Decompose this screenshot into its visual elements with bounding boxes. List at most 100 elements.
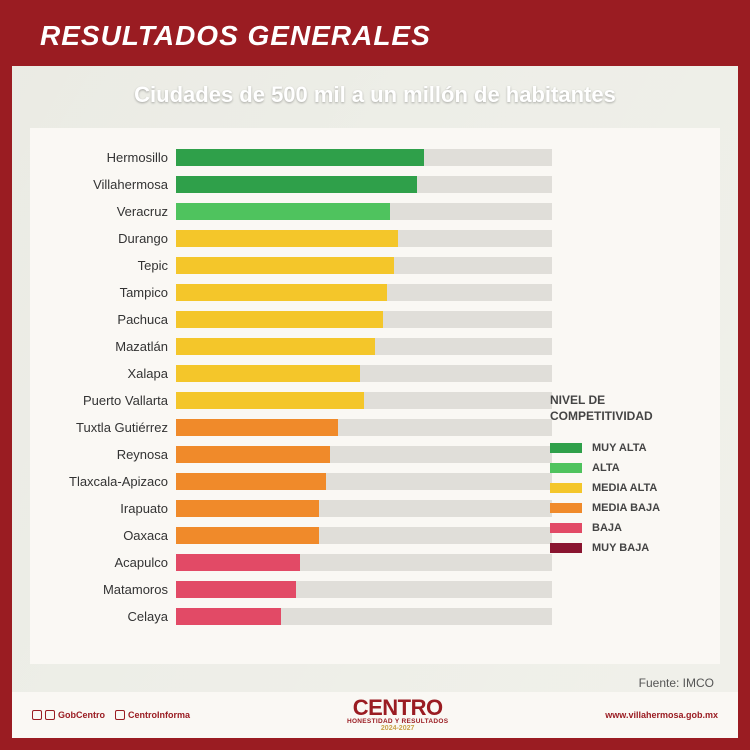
social-gobcentro: GobCentro — [32, 710, 105, 720]
legend: NIVEL DE COMPETITIVIDAD MUY ALTA ALTA MEDI… — [550, 393, 690, 562]
chart-row: Villahermosa — [48, 173, 702, 196]
chart-row: Hermosillo — [48, 146, 702, 169]
city-label: Tampico — [48, 285, 176, 300]
logo-main: CENTRO — [190, 698, 605, 718]
bar-track — [176, 419, 552, 436]
legend-label: MEDIA BAJA — [592, 502, 660, 514]
legend-item: BAJA — [550, 522, 690, 534]
city-label: Durango — [48, 231, 176, 246]
city-label: Irapuato — [48, 501, 176, 516]
bar-fill — [176, 446, 330, 463]
subtitle: Ciudades de 500 mil a un millón de habit… — [42, 82, 708, 108]
logo-sub: HONESTIDAD Y RESULTADOS — [190, 718, 605, 725]
footer-right: www.villahermosa.gob.mx — [605, 710, 718, 720]
city-label: Puerto Vallarta — [48, 393, 176, 408]
city-label: Hermosillo — [48, 150, 176, 165]
page-title: RESULTADOS GENERALES — [40, 20, 710, 52]
legend-items: MUY ALTA ALTA MEDIA ALTA MEDIA BAJA BAJA MUY … — [550, 442, 690, 554]
subtitle-band: Ciudades de 500 mil a un millón de habit… — [12, 66, 738, 128]
footer: GobCentro CentroInforma CENTRO HONESTIDA… — [12, 692, 738, 738]
bar-track — [176, 311, 552, 328]
bar-fill — [176, 608, 281, 625]
legend-swatch — [550, 503, 582, 513]
bar-fill — [176, 500, 319, 517]
bar-track — [176, 284, 552, 301]
infographic-frame: RESULTADOS GENERALES Ciudades de 500 mil… — [0, 0, 750, 750]
logo-years: 2024-2027 — [190, 725, 605, 732]
city-label: Veracruz — [48, 204, 176, 219]
bar-fill — [176, 284, 387, 301]
chart-row: Xalapa — [48, 362, 702, 385]
chart-row: Tampico — [48, 281, 702, 304]
city-label: Pachuca — [48, 312, 176, 327]
legend-item: MUY BAJA — [550, 542, 690, 554]
legend-title: NIVEL DE COMPETITIVIDAD — [550, 393, 690, 424]
legend-label: MEDIA ALTA — [592, 482, 657, 494]
legend-swatch — [550, 483, 582, 493]
bar-track — [176, 257, 552, 274]
bar-track — [176, 608, 552, 625]
bar-track — [176, 230, 552, 247]
bar-fill — [176, 392, 364, 409]
city-label: Reynosa — [48, 447, 176, 462]
bar-track — [176, 527, 552, 544]
bar-track — [176, 446, 552, 463]
facebook-icon — [32, 710, 42, 720]
social-centroinforma: CentroInforma — [115, 710, 190, 720]
city-label: Tepic — [48, 258, 176, 273]
bar-track — [176, 176, 552, 193]
bar-track — [176, 365, 552, 382]
bar-fill — [176, 149, 424, 166]
city-label: Mazatlán — [48, 339, 176, 354]
bar-fill — [176, 311, 383, 328]
city-label: Xalapa — [48, 366, 176, 381]
chart-row: Tepic — [48, 254, 702, 277]
footer-site: www.villahermosa.gob.mx — [605, 710, 718, 720]
content-panel: Hermosillo Villahermosa Veracruz Durango Tep… — [30, 128, 720, 664]
legend-label: MUY ALTA — [592, 442, 647, 454]
instagram-icon — [45, 710, 55, 720]
legend-swatch — [550, 543, 582, 553]
chart-row: Pachuca — [48, 308, 702, 331]
city-label: Matamoros — [48, 582, 176, 597]
footer-left: GobCentro CentroInforma — [32, 710, 190, 720]
bar-fill — [176, 230, 398, 247]
legend-label: BAJA — [592, 522, 622, 534]
legend-item: MEDIA ALTA — [550, 482, 690, 494]
city-label: Oaxaca — [48, 528, 176, 543]
footer-logo: CENTRO HONESTIDAD Y RESULTADOS 2024-2027 — [190, 698, 605, 732]
bar-track — [176, 149, 552, 166]
chart-row: Celaya — [48, 605, 702, 628]
legend-item: MUY ALTA — [550, 442, 690, 454]
bar-track — [176, 554, 552, 571]
legend-label: MUY BAJA — [592, 542, 649, 554]
social-handle-2: CentroInforma — [128, 710, 190, 720]
legend-swatch — [550, 523, 582, 533]
bar-fill — [176, 554, 300, 571]
bar-track — [176, 581, 552, 598]
city-label: Celaya — [48, 609, 176, 624]
bar-fill — [176, 473, 326, 490]
bar-fill — [176, 257, 394, 274]
bar-track — [176, 392, 552, 409]
header-band: RESULTADOS GENERALES — [10, 10, 740, 66]
city-label: Tuxtla Gutiérrez — [48, 420, 176, 435]
bar-track — [176, 500, 552, 517]
city-label: Villahermosa — [48, 177, 176, 192]
bar-track — [176, 203, 552, 220]
bar-track — [176, 338, 552, 355]
chart-row: Durango — [48, 227, 702, 250]
legend-item: MEDIA BAJA — [550, 502, 690, 514]
legend-label: ALTA — [592, 462, 620, 474]
social-handle-1: GobCentro — [58, 710, 105, 720]
bar-fill — [176, 365, 360, 382]
x-icon — [115, 710, 125, 720]
city-label: Acapulco — [48, 555, 176, 570]
bar-fill — [176, 581, 296, 598]
source-label: Fuente: IMCO — [12, 674, 738, 692]
city-label: Tlaxcala-Apizaco — [48, 474, 176, 489]
chart-row: Mazatlán — [48, 335, 702, 358]
chart-row: Matamoros — [48, 578, 702, 601]
bar-fill — [176, 527, 319, 544]
legend-swatch — [550, 443, 582, 453]
